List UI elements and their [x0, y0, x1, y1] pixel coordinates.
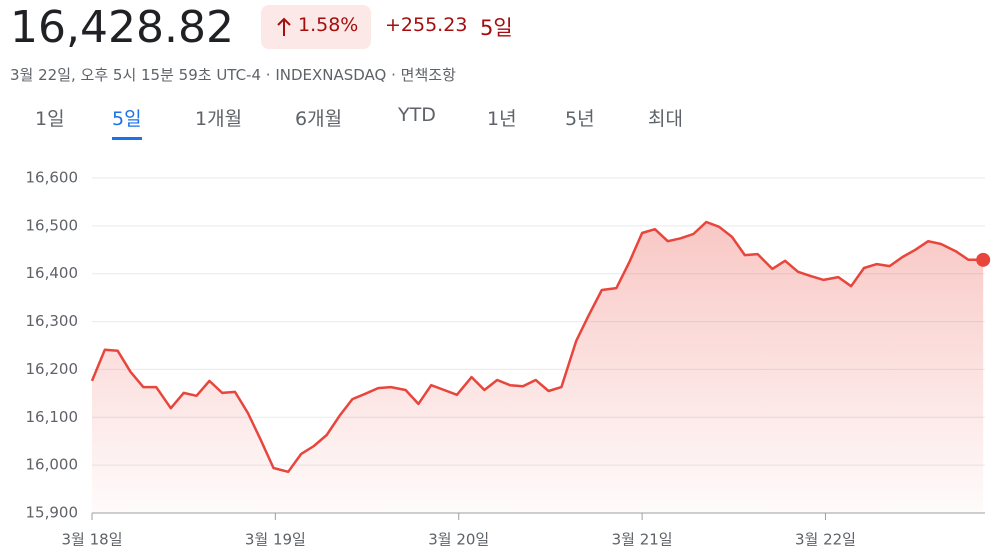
y-tick-label: 16,500 — [26, 216, 79, 234]
tab[interactable]: 5년 — [565, 108, 595, 130]
y-tick-label: 16,400 — [26, 264, 79, 282]
tab[interactable]: 5일 — [112, 104, 142, 140]
y-tick-label: 16,000 — [26, 456, 79, 474]
tab[interactable]: YTD — [398, 104, 436, 126]
price: 16,428.82 — [10, 2, 234, 53]
x-tick-label: 3월 19일 — [245, 531, 306, 549]
tab[interactable]: 6개월 — [295, 108, 343, 130]
area — [92, 222, 984, 513]
change-badge — [261, 5, 371, 49]
x-tick-label: 3월 22일 — [795, 531, 856, 549]
up-arrow — [277, 17, 291, 36]
x-tick-label: 3월 18일 — [62, 531, 123, 549]
subtitle: 3월 22일, 오후 5시 15분 59초 UTC-4 · INDEXNASDA… — [10, 66, 456, 84]
x-tick-label: 3월 20일 — [428, 531, 489, 549]
change-percent: 1.58% — [298, 14, 359, 36]
line — [90, 220, 984, 474]
last-point — [976, 252, 991, 267]
period: 5일 — [480, 16, 513, 40]
tab[interactable]: 1개월 — [195, 108, 243, 130]
change: +255.23 — [385, 14, 468, 36]
x-tick-label: 3월 21일 — [612, 531, 673, 549]
tab[interactable]: 최대 — [648, 108, 683, 130]
y-tick-label: 16,300 — [26, 312, 79, 330]
tab[interactable]: 1일 — [35, 108, 65, 130]
y-tick-label: 16,200 — [26, 360, 79, 378]
tab[interactable]: 1년 — [487, 108, 517, 130]
y-tick-label: 16,100 — [26, 408, 79, 426]
y-tick-label: 15,900 — [26, 504, 79, 522]
y-tick-label: 16,600 — [26, 169, 79, 187]
